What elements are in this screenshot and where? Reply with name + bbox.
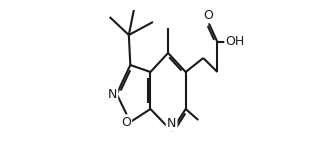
Text: O: O bbox=[204, 9, 213, 22]
Text: OH: OH bbox=[226, 35, 245, 48]
Text: N: N bbox=[108, 87, 117, 100]
Text: O: O bbox=[121, 115, 131, 128]
Text: N: N bbox=[167, 117, 176, 130]
Text: N: N bbox=[167, 117, 176, 130]
Text: OH: OH bbox=[226, 35, 245, 48]
Text: O: O bbox=[204, 9, 213, 22]
Text: N: N bbox=[108, 87, 117, 100]
Text: O: O bbox=[121, 115, 131, 128]
